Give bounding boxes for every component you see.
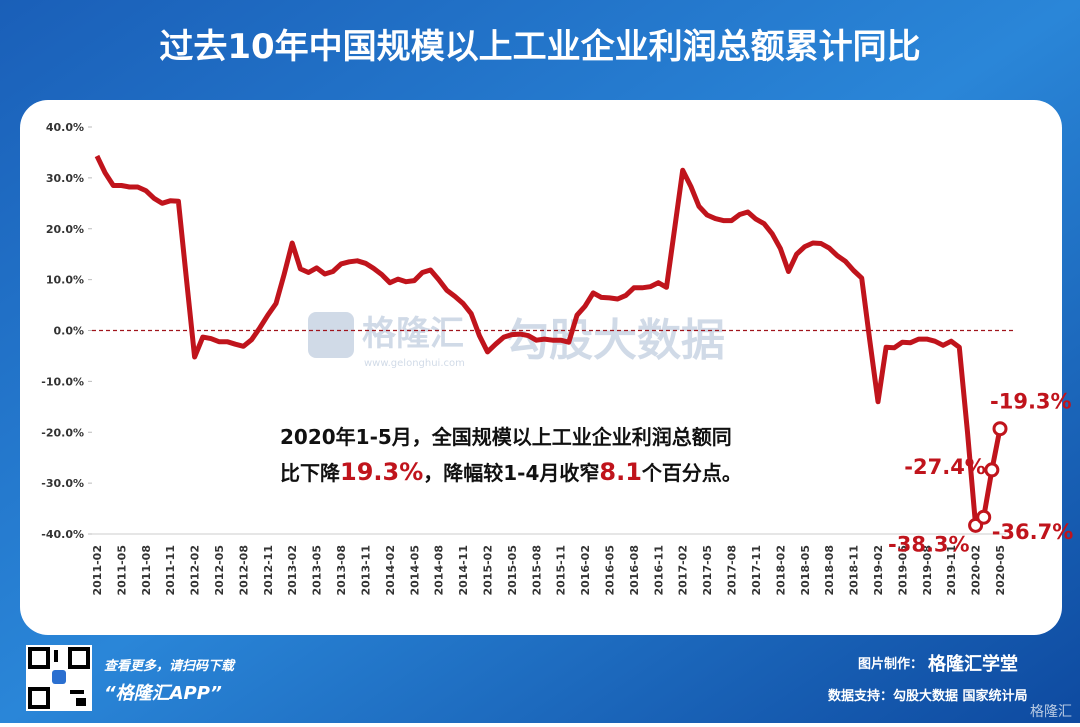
wm-brand: 格隆汇 — [362, 314, 464, 354]
wm-logo — [308, 312, 354, 358]
x-tick-label: 2012-08 — [237, 545, 250, 596]
data-label: -36.7% — [992, 520, 1074, 544]
plot: -40.0% -30.0% -20.0% -10.0% 0.0% 10.0% 20.0% 30… — [41, 121, 1073, 596]
title: 过去10年中国规模以上工业企业利润总额累计同比 — [159, 27, 920, 67]
y-tick-label: 40.0% — [46, 121, 84, 134]
point-marker — [984, 462, 1000, 478]
qr-corner — [68, 647, 90, 669]
x-tick-label: 2012-05 — [213, 545, 226, 596]
x-tick-label: 2013-02 — [286, 545, 299, 596]
x-tick-label: 2015-02 — [481, 545, 494, 596]
x-tick-label: 2012-02 — [189, 545, 202, 596]
x-tick-label: 2018-02 — [774, 545, 787, 596]
y-tick-label: 30.0% — [46, 172, 84, 185]
x-tick-label: 2020-05 — [994, 545, 1007, 596]
footer-made-by: 图片制作： — [858, 656, 923, 672]
x-tick-label: 2016-05 — [604, 545, 617, 596]
x-tick-label: 2013-08 — [335, 545, 348, 596]
x-tick-label: 2018-05 — [799, 545, 812, 596]
qr-corner — [28, 647, 50, 669]
footer-scan: 查看更多，请扫码下载 — [104, 658, 236, 674]
x-tick-label: 2016-02 — [579, 545, 592, 596]
x-tick-label: 2019-11 — [945, 545, 958, 596]
x-tick-label: 2014-02 — [384, 545, 397, 596]
x-tick-label: 2019-05 — [896, 545, 909, 596]
qr-dot — [76, 698, 86, 706]
x-tick-label: 2011-05 — [115, 545, 128, 596]
data-label: -19.3% — [990, 390, 1072, 414]
series-line — [94, 154, 1003, 528]
x-tick-label: 2013-05 — [311, 545, 324, 596]
footer-studio: 格隆汇学堂 — [928, 653, 1018, 675]
x-tick-label: 2013-11 — [359, 545, 372, 596]
y-tick-label: 20.0% — [46, 223, 84, 236]
qr-logo — [52, 670, 66, 684]
wm-url: www.gelonghui.com — [364, 358, 465, 369]
y-tick-label: 10.0% — [46, 274, 84, 287]
annotation-highlight: 8.1 — [599, 458, 642, 486]
x-tick-label: 2019-02 — [872, 545, 885, 596]
annotation: 比下降19.3%，降幅较1-4月收窄8.1个百分点。 — [280, 458, 742, 486]
data-label: -38.3% — [888, 532, 970, 556]
x-tick-label: 2011-11 — [164, 545, 177, 596]
y-tick-label: -20.0% — [41, 426, 84, 439]
x-tick-label: 2012-11 — [262, 545, 275, 596]
x-tick-label: 2018-08 — [823, 545, 836, 596]
point-marker — [976, 509, 992, 525]
x-tick-label: 2015-05 — [506, 545, 519, 596]
x-tick-label: 2015-11 — [555, 545, 568, 596]
x-tick-label: 2014-05 — [408, 545, 421, 596]
x-tick-label: 2014-11 — [457, 545, 470, 596]
corner-mark: 格隆汇 — [1030, 704, 1072, 720]
x-tick-label: 2016-08 — [628, 545, 641, 596]
x-tick-label: 2014-08 — [433, 545, 446, 596]
data-label: -27.4% — [904, 455, 986, 479]
x-tick-label: 2016-11 — [652, 545, 665, 596]
panel — [20, 100, 1062, 635]
y-tick-label: 0.0% — [53, 325, 84, 338]
x-tick-label: 2017-08 — [726, 545, 739, 596]
x-tick-label: 2017-11 — [750, 545, 763, 596]
x-tick-label: 2011-02 — [91, 545, 104, 596]
footer-app: “格隆汇APP” — [104, 683, 222, 704]
annotation-highlight: 19.3% — [340, 458, 423, 486]
point-marker — [992, 421, 1008, 437]
x-tick-label: 2011-08 — [140, 545, 153, 596]
x-tick-label: 2017-05 — [701, 545, 714, 596]
qr-dot — [70, 690, 84, 694]
x-tick-label: 2018-11 — [848, 545, 861, 596]
y-tick-label: -40.0% — [41, 528, 84, 541]
x-tick-label: 2017-02 — [677, 545, 690, 596]
x-tick-label: 2015-08 — [530, 545, 543, 596]
annotation-part: 比下降 — [280, 461, 341, 485]
footer-source: 数据支持：勾股大数据 国家统计局 — [828, 688, 1028, 704]
y-tick-label: -30.0% — [41, 477, 84, 490]
annotation: 2020年1-5月，全国规模以上工业企业利润总额同 — [280, 425, 732, 449]
x-tick-label: 2020-02 — [970, 545, 983, 596]
qr-code — [26, 645, 92, 711]
annotation-part: ，降幅较1-4月收窄 — [423, 461, 599, 485]
watermark: 格隆汇 www.gelonghui.com 勾股大数据 — [308, 312, 725, 369]
x-tick-label: 2019-08 — [921, 545, 934, 596]
annotation-part: 个百分点。 — [641, 461, 742, 485]
qr-corner — [28, 687, 50, 709]
qr-dot — [54, 650, 58, 662]
y-tick-label: -10.0% — [41, 375, 84, 388]
